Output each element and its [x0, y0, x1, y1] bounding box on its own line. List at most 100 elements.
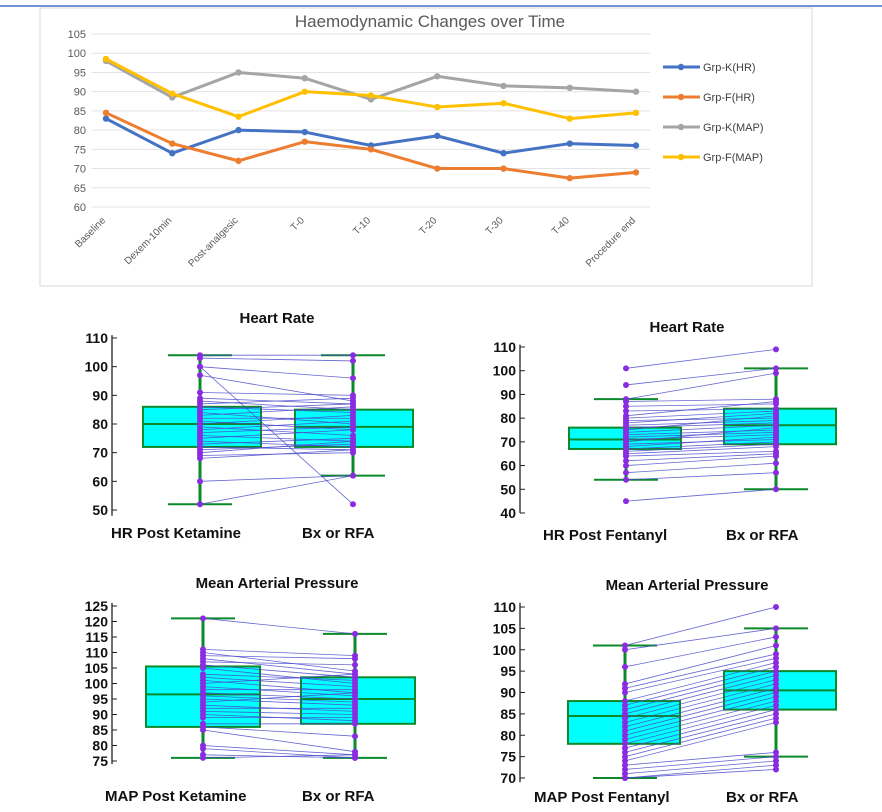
data-point	[352, 720, 358, 727]
paired-line	[202, 711, 356, 715]
y-tick-label: 90	[74, 87, 86, 99]
data-point	[622, 663, 628, 670]
paired-line	[624, 709, 777, 749]
data-point	[500, 100, 507, 107]
data-point	[773, 672, 779, 679]
data-point	[350, 412, 356, 419]
paired-line	[625, 450, 777, 457]
data-point	[623, 453, 629, 460]
y-tick-label: 90	[92, 707, 108, 723]
y-tick-label: 105	[85, 660, 109, 676]
data-point	[622, 727, 628, 734]
y-tick-label: 65	[74, 183, 86, 195]
data-point	[350, 395, 356, 402]
box-plot-title: Heart Rate	[239, 310, 314, 327]
data-point	[200, 727, 206, 733]
data-point	[623, 498, 629, 505]
paired-line	[625, 422, 777, 429]
data-point	[773, 434, 779, 441]
paired-line	[625, 441, 777, 450]
line-chart-frame	[39, 7, 813, 287]
data-point	[773, 424, 779, 431]
y-tick-label: 110	[493, 599, 516, 615]
data-point	[622, 775, 628, 781]
data-point	[773, 710, 779, 717]
data-point	[350, 501, 356, 508]
y-tick-label: 75	[74, 144, 86, 156]
paired-line	[199, 426, 354, 433]
data-point	[773, 486, 779, 493]
paired-line	[624, 700, 777, 740]
data-point	[773, 685, 779, 692]
paired-line	[625, 410, 777, 419]
group-label: Bx or RFA	[726, 527, 799, 544]
data-point	[352, 689, 358, 696]
data-point	[773, 706, 779, 713]
paired-line	[202, 655, 356, 660]
paired-line	[624, 764, 777, 779]
data-point	[352, 671, 358, 678]
paired-line	[202, 680, 356, 694]
data-point	[632, 88, 640, 95]
data-point	[623, 398, 629, 405]
data-point	[350, 352, 356, 359]
data-point	[200, 754, 206, 761]
paired-line	[202, 676, 356, 687]
group-label: HR Post Fentanyl	[543, 527, 667, 544]
data-point	[235, 113, 242, 120]
legend-marker	[677, 153, 685, 161]
data-point	[773, 365, 779, 372]
paired-line	[624, 645, 777, 685]
y-tick-label: 80	[500, 727, 516, 743]
data-point	[352, 733, 358, 740]
paired-line	[625, 472, 777, 481]
data-point	[622, 749, 628, 756]
paired-line	[199, 440, 354, 448]
data-point	[301, 75, 308, 82]
data-point	[500, 149, 507, 157]
y-tick-label: 85	[500, 706, 516, 722]
data-point	[773, 460, 779, 467]
paired-line	[625, 398, 777, 402]
data-point	[197, 355, 203, 362]
y-tick-label: 80	[74, 125, 86, 137]
data-point	[623, 365, 629, 372]
line-chart-title: Haemodynamic Changes over Time	[295, 12, 565, 31]
data-point	[622, 710, 628, 717]
paired-line	[199, 437, 354, 445]
paired-line	[199, 374, 354, 402]
y-tick-label: 85	[92, 722, 108, 738]
paired-line	[624, 722, 777, 762]
data-point	[773, 698, 779, 705]
y-tick-label: 40	[500, 505, 516, 521]
paired-line	[202, 667, 356, 684]
y-tick-label: 100	[68, 48, 86, 60]
y-tick-label: 70	[500, 434, 516, 450]
data-point	[773, 766, 779, 773]
data-point	[350, 426, 356, 433]
paired-line	[202, 658, 356, 675]
data-point	[622, 646, 628, 653]
paired-line	[202, 649, 356, 656]
data-point	[566, 140, 573, 147]
data-point	[566, 115, 573, 122]
paired-line	[624, 662, 777, 702]
data-point	[352, 655, 358, 662]
paired-line	[199, 366, 354, 379]
paired-line	[624, 760, 777, 775]
y-tick-label: 50	[500, 481, 516, 497]
data-point	[622, 766, 628, 773]
y-tick-label: 60	[500, 458, 516, 474]
paired-line	[199, 475, 354, 505]
y-tick-label: 75	[92, 753, 108, 769]
data-point	[773, 655, 779, 662]
data-point	[434, 73, 441, 80]
paired-line	[199, 392, 354, 396]
data-point	[773, 676, 779, 683]
y-tick-label: 90	[500, 685, 516, 701]
data-point	[434, 165, 441, 172]
data-point	[773, 659, 779, 666]
data-point	[623, 408, 629, 415]
data-point	[434, 132, 441, 140]
group-label: Bx or RFA	[302, 788, 375, 805]
